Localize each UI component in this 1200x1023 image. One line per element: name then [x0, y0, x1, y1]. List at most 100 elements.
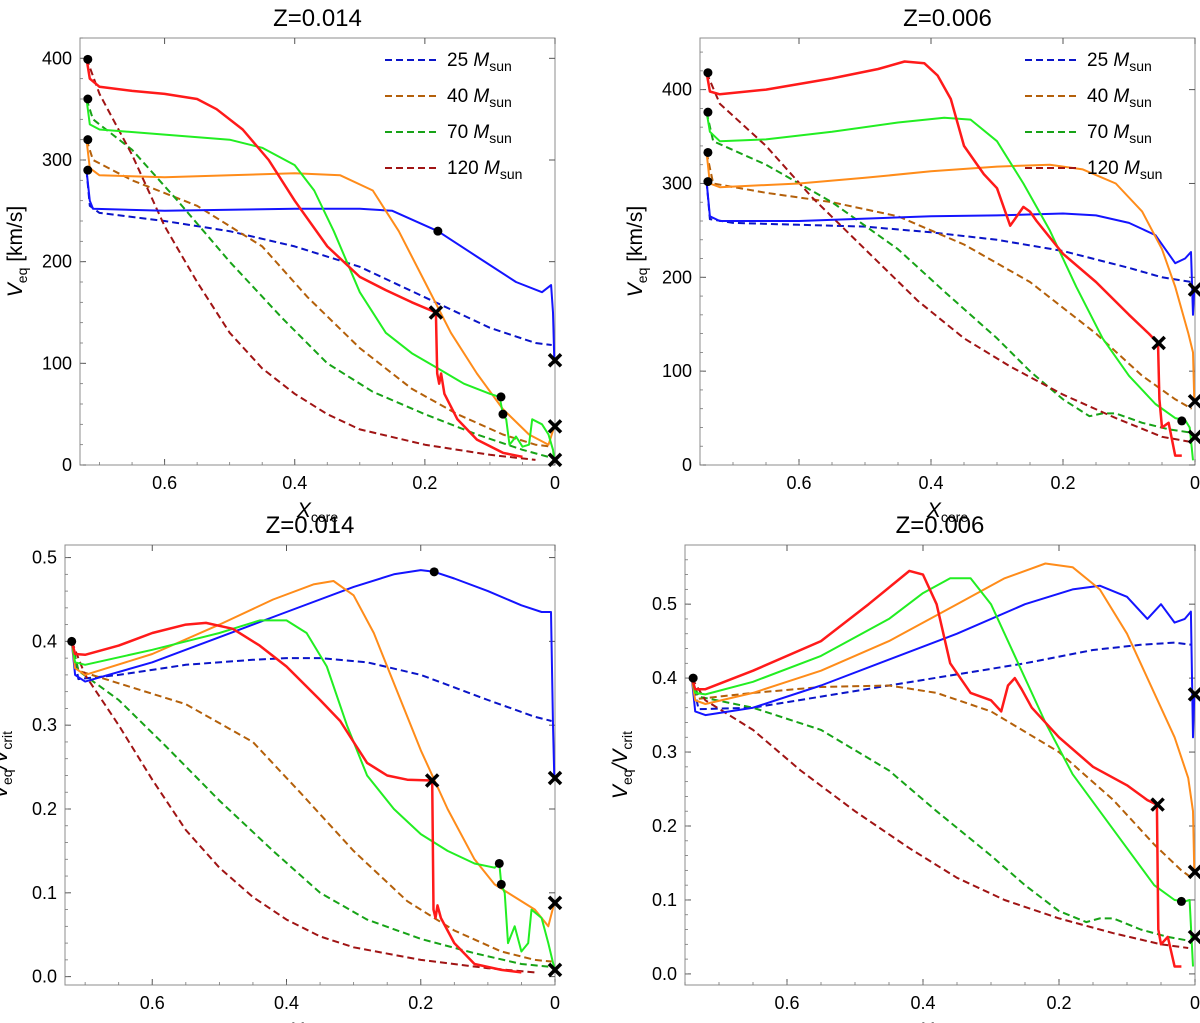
y-tick-label: 0.0	[32, 967, 57, 987]
legend-mass: 25	[447, 50, 468, 71]
legend-label: M	[473, 122, 489, 143]
x-tick-label: 0.6	[140, 993, 165, 1013]
cross-stroke	[547, 419, 563, 434]
y-tick-label: 0	[682, 455, 692, 475]
series-line-120-msun-rotating	[70, 621, 522, 974]
y-label-main: V	[0, 783, 12, 799]
y-tick-label: 400	[662, 80, 692, 100]
legend-sub: sun	[489, 94, 512, 110]
series-line-25-msun-dashed	[70, 641, 552, 722]
series-line-25-msun-rotating	[70, 569, 556, 779]
x-tick-label: 0	[550, 993, 560, 1013]
dot-marker	[1176, 896, 1186, 906]
start-dot-marker	[83, 135, 93, 145]
legend-mass: 25	[1087, 50, 1108, 71]
cross-stroke	[1187, 864, 1200, 880]
series-group	[705, 60, 1196, 461]
dot-marker	[433, 226, 443, 236]
end-cross-marker	[1150, 797, 1165, 812]
end-cross-marker	[1187, 393, 1200, 409]
legend-sub: sun	[1140, 166, 1163, 182]
x-tick-label: 0.4	[282, 473, 307, 493]
y-tick-label: 0.5	[652, 594, 677, 614]
series-line-70-msun-dashed	[690, 677, 1189, 942]
dot-marker	[494, 858, 504, 868]
series-line-40-msun-rotating	[70, 580, 556, 928]
y-label-main-2: /V	[609, 748, 632, 772]
y-label-main: V	[624, 281, 647, 297]
chart-title: Z=0.006	[896, 512, 985, 539]
end-cross-marker	[1187, 282, 1200, 297]
x-label-main: X	[288, 1019, 304, 1023]
x-tick-label: 0	[1190, 993, 1200, 1013]
cross-stroke	[1187, 929, 1200, 945]
legend-entry: 25 Msun	[447, 50, 512, 74]
legend-label: M	[1113, 122, 1129, 143]
x-axis-label: Xcore	[296, 499, 338, 525]
series-line-70-msun-dashed	[705, 111, 1189, 434]
series-line-120-msun-rotating	[705, 60, 1182, 457]
x-axis-label: Xcore	[918, 1019, 960, 1023]
x-label-sub: core	[311, 509, 338, 525]
end-cross-marker	[547, 452, 563, 468]
legend-mass: 40	[447, 86, 468, 107]
cross-stroke	[1151, 335, 1166, 351]
series-line-120-msun-dashed	[690, 677, 1189, 949]
y-label-sub-2: crit	[0, 731, 15, 750]
y-tick-label: 0.1	[652, 890, 677, 910]
y-tick-label: 100	[662, 361, 692, 381]
legend-entry: 120 Msun	[447, 158, 522, 182]
x-tick-label: 0.2	[1050, 473, 1075, 493]
y-tick-label: 200	[42, 252, 72, 272]
series-line-70-msun-rotating	[690, 577, 1194, 967]
legend-entry: 70 Msun	[447, 122, 512, 146]
end-cross-marker	[1187, 929, 1200, 945]
end-cross-marker	[1187, 864, 1200, 880]
end-cross-marker	[424, 773, 440, 788]
y-axis-label: Veq [km/s]	[624, 206, 650, 297]
start-dot-marker	[67, 636, 77, 646]
series-group	[690, 562, 1196, 968]
legend-sub: sun	[1129, 58, 1152, 74]
y-tick-label: 0.0	[652, 964, 677, 984]
dot-marker	[429, 567, 439, 577]
x-tick-label: 0	[1190, 473, 1200, 493]
series-line-70-msun-rotating	[85, 98, 556, 461]
series-line-40-msun-rotating	[690, 562, 1196, 872]
series-line-70-msun-rotating	[705, 111, 1194, 461]
series-line-120-msun-dashed	[70, 641, 535, 974]
legend-sub: sun	[500, 166, 523, 182]
series-line-25-msun-rotating	[705, 181, 1196, 316]
end-cross-marker	[1151, 335, 1166, 351]
legend-sub: sun	[1129, 94, 1152, 110]
cross-stroke	[547, 895, 563, 911]
y-label-sub: eq	[634, 268, 650, 284]
cross-stroke	[1187, 393, 1200, 409]
series-line-40-msun-rotating	[705, 152, 1196, 402]
series-line-40-msun-rotating	[85, 139, 556, 446]
legend-mass: 40	[1087, 86, 1108, 107]
series-line-70-msun-rotating	[70, 619, 556, 969]
y-tick-label: 300	[42, 150, 72, 170]
end-cross-marker	[547, 353, 563, 368]
x-tick-label: 0.6	[774, 993, 799, 1013]
series-line-120-msun-rotating	[690, 569, 1182, 968]
cross-stroke	[1150, 797, 1165, 812]
dot-marker	[496, 879, 506, 889]
y-label-sub: eq	[14, 268, 30, 284]
y-tick-label: 200	[662, 267, 692, 287]
series-line-70-msun-dashed	[70, 641, 549, 968]
chart-panel-1: Z=0.014 0.6 0.4 0.2 0 0 100 200 300 400 Xcore Veq […	[4, 5, 563, 525]
x-tick-label: 0.2	[1046, 993, 1071, 1013]
y-tick-label: 0.2	[652, 816, 677, 836]
y-tick-label: 100	[42, 353, 72, 373]
y-tick-label: 0	[62, 455, 72, 475]
y-label-sub-2: crit	[619, 731, 635, 750]
series-line-120-msun-rotating	[85, 58, 523, 459]
x-tick-label: 0.2	[412, 473, 437, 493]
series-line-40-msun-dashed	[705, 152, 1193, 410]
chart-title: Z=0.014	[273, 5, 362, 32]
y-tick-label: 0.4	[32, 631, 57, 651]
